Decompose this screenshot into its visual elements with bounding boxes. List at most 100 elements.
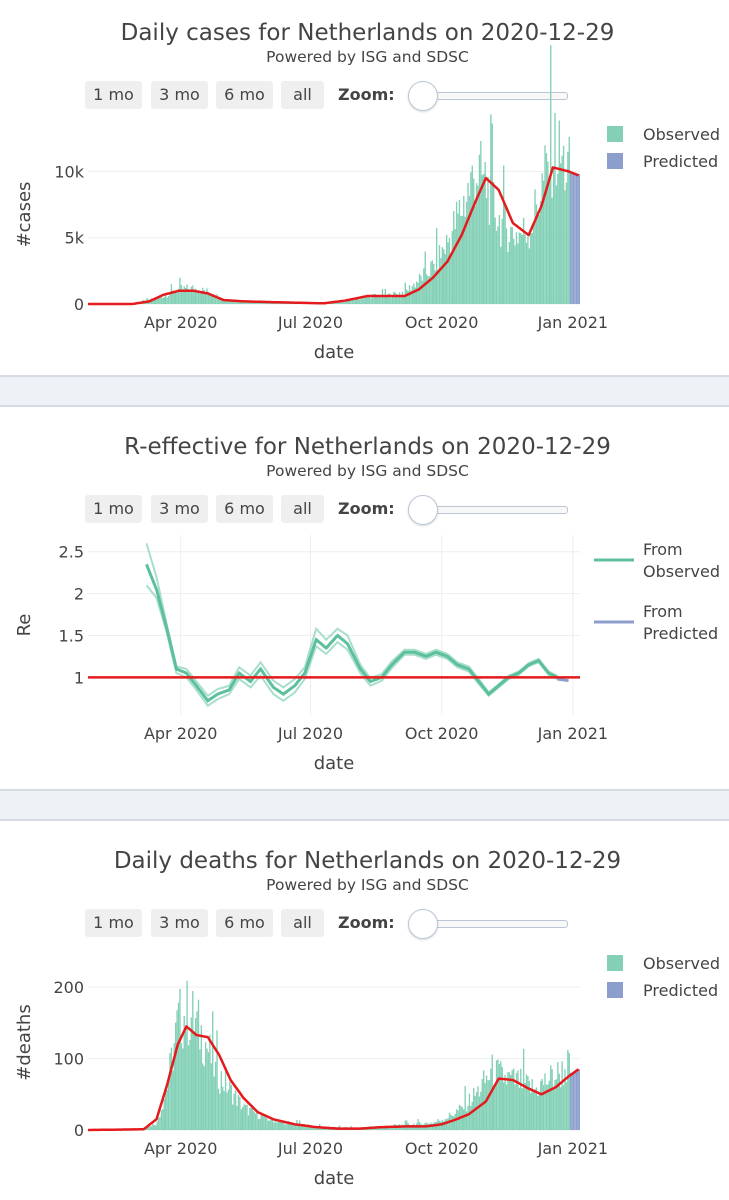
chart-subtitle: Powered by ISG and SDSC — [266, 48, 469, 66]
observed-bar — [407, 291, 409, 304]
observed-bar — [260, 1113, 262, 1130]
range-6mo-button[interactable]: 6 mo — [216, 909, 273, 937]
observed-bar — [358, 299, 361, 304]
observed-bar — [240, 1109, 242, 1130]
observed-bar — [500, 246, 502, 304]
observed-bar — [170, 284, 173, 304]
observed-bar — [450, 253, 452, 304]
range-3mo-button[interactable]: 3 mo — [151, 495, 208, 523]
observed-bar — [293, 1125, 295, 1130]
observed-bar — [257, 1119, 260, 1130]
observed-bar — [199, 1049, 201, 1130]
range-1mo-button[interactable]: 1 mo — [85, 81, 142, 109]
observed-bar — [421, 280, 424, 304]
observed-bar — [505, 1084, 508, 1130]
observed-bar — [216, 1030, 218, 1130]
observed-bar — [223, 1091, 225, 1130]
observed-bar — [530, 1092, 532, 1130]
observed-bar — [289, 1121, 291, 1130]
observed-bar — [146, 1128, 148, 1130]
observed-bar — [457, 213, 459, 304]
observed-bar — [417, 282, 419, 304]
observed-bar — [373, 293, 375, 304]
observed-bar — [540, 201, 542, 304]
observed-bar — [401, 291, 404, 304]
zoom-slider-handle[interactable] — [408, 909, 438, 939]
observed-bar — [567, 1049, 569, 1130]
zoom-slider-handle[interactable] — [408, 81, 438, 111]
observed-bar — [167, 1079, 170, 1130]
legend-label-predicted: Predicted — [643, 981, 718, 1000]
x-tick-label: Oct 2020 — [405, 313, 478, 332]
observed-bar — [512, 239, 515, 304]
observed-bar — [186, 284, 188, 304]
observed-bar — [368, 294, 371, 304]
observed-bar — [544, 145, 546, 304]
legend-label-observed: Observed — [643, 125, 720, 144]
range-all-button[interactable]: all — [281, 909, 324, 937]
observed-bar — [461, 1107, 463, 1130]
observed-bar — [220, 299, 222, 304]
observed-bar — [527, 236, 529, 304]
observed-bar — [237, 1094, 240, 1130]
observed-bar — [167, 296, 170, 304]
x-tick-label: Jan 2021 — [537, 313, 608, 332]
observed-bar — [464, 216, 466, 304]
observed-bar — [565, 182, 568, 304]
observed-bar — [159, 296, 161, 304]
observed-bar — [514, 245, 516, 304]
observed-bar — [515, 1073, 518, 1130]
observed-bar — [274, 1120, 277, 1130]
observed-bar — [172, 1070, 174, 1130]
observed-bar — [388, 293, 391, 304]
range-all-button[interactable]: all — [281, 81, 324, 109]
observed-bar — [487, 177, 489, 304]
observed-bar — [421, 1125, 424, 1130]
observed-bar — [244, 302, 247, 304]
observed-line — [145, 563, 558, 703]
observed-bar — [297, 1124, 299, 1130]
observed-bar — [294, 1124, 297, 1130]
zoom-slider-handle[interactable] — [408, 495, 438, 525]
observed-bar — [174, 1022, 177, 1130]
observed-bar — [243, 1104, 245, 1130]
x-tick-label: Apr 2020 — [144, 1139, 217, 1158]
observed-bar — [410, 1125, 412, 1130]
range-3mo-button[interactable]: 3 mo — [151, 81, 208, 109]
observed-bar — [160, 1110, 163, 1130]
observed-bar — [190, 286, 193, 304]
observed-bar — [390, 297, 392, 304]
range-6mo-button[interactable]: 6 mo — [216, 81, 273, 109]
observed-bar — [478, 1096, 481, 1130]
observed-bar — [247, 302, 250, 304]
range-1mo-button[interactable]: 1 mo — [85, 909, 142, 937]
observed-bar — [156, 1121, 158, 1130]
observed-bar — [562, 145, 565, 304]
observed-bar — [377, 294, 379, 304]
observed-bar — [406, 289, 408, 304]
range-all-button[interactable]: all — [281, 495, 324, 523]
range-1mo-button[interactable]: 1 mo — [85, 495, 142, 523]
observed-bar — [229, 1081, 231, 1130]
observed-bar — [209, 294, 211, 304]
observed-bar — [387, 294, 389, 304]
range-3mo-button[interactable]: 3 mo — [151, 909, 208, 937]
observed-bar — [463, 195, 465, 304]
observed-bar — [183, 1016, 185, 1130]
observed-bar — [239, 1096, 241, 1130]
observed-bar — [261, 1116, 264, 1130]
observed-bar — [196, 1011, 198, 1130]
predicted-bar — [571, 172, 573, 304]
observed-bar — [461, 215, 463, 304]
predicted-bar — [575, 1070, 578, 1130]
legend-label-observed-line1: From — [643, 540, 683, 559]
observed-bar — [210, 1063, 212, 1130]
observed-bar — [206, 1048, 208, 1130]
observed-bar — [475, 183, 478, 304]
observed-bar — [438, 245, 441, 304]
range-6mo-button[interactable]: 6 mo — [216, 495, 273, 523]
observed-bar — [530, 233, 532, 304]
observed-bar — [568, 1053, 570, 1130]
observed-bar — [179, 988, 181, 1130]
observed-bar — [510, 1074, 512, 1130]
